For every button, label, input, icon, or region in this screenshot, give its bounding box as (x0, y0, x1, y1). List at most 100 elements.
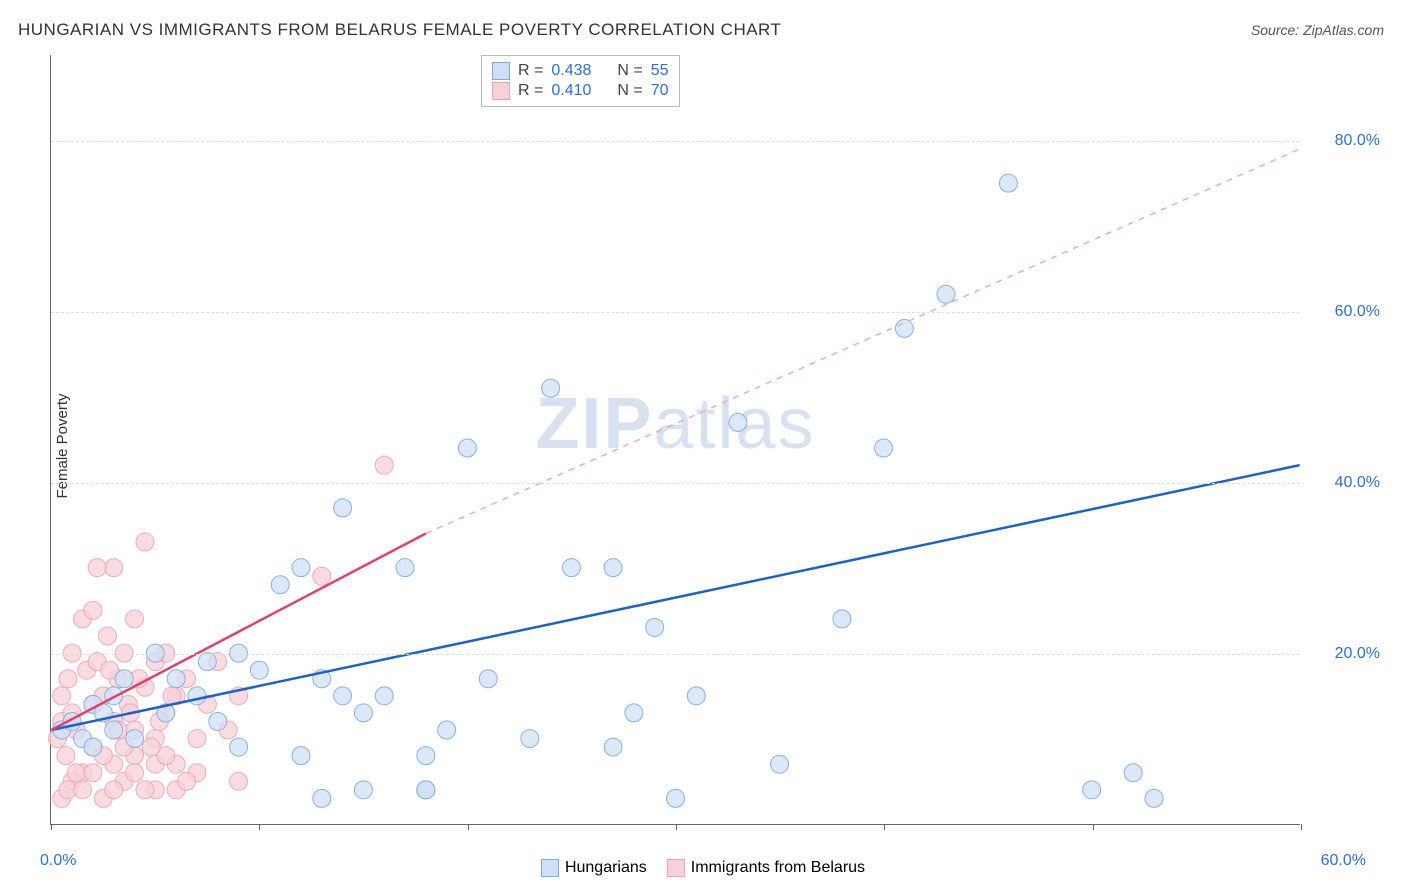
stats-row: R = 0.410 N = 70 (492, 82, 669, 100)
data-point (271, 576, 289, 594)
data-point (209, 712, 227, 730)
data-point (334, 687, 352, 705)
data-point (84, 764, 102, 782)
data-point (604, 559, 622, 577)
trend-line (426, 149, 1300, 534)
data-point (126, 730, 144, 748)
data-point (74, 781, 92, 799)
data-point (417, 747, 435, 765)
data-point (687, 687, 705, 705)
data-point (198, 653, 216, 671)
data-point (313, 567, 331, 585)
stat-r-label: R = (518, 82, 543, 100)
x-tick (1301, 824, 1302, 830)
legend-label: Hungarians (565, 859, 647, 877)
data-point (59, 670, 77, 688)
data-point (417, 781, 435, 799)
grid-line (51, 141, 1300, 142)
y-tick-label: 60.0% (1310, 303, 1380, 321)
data-point (136, 781, 154, 799)
data-point (375, 687, 393, 705)
data-point (1083, 781, 1101, 799)
data-point (334, 499, 352, 517)
x-tick-label-max: 60.0% (1321, 852, 1366, 870)
x-tick (51, 824, 52, 830)
data-point (126, 610, 144, 628)
data-point (542, 379, 560, 397)
grid-line (51, 483, 1300, 484)
data-point (438, 721, 456, 739)
chart-container: HUNGARIAN VS IMMIGRANTS FROM BELARUS FEM… (0, 0, 1406, 892)
stat-n-label: N = (617, 62, 642, 80)
data-point (729, 413, 747, 431)
data-point (667, 789, 685, 807)
data-point (458, 439, 476, 457)
data-point (105, 559, 123, 577)
data-point (292, 747, 310, 765)
data-point (99, 627, 117, 645)
legend-item: Hungarians (541, 859, 647, 877)
data-point (105, 781, 123, 799)
x-tick (1093, 824, 1094, 830)
data-point (521, 730, 539, 748)
stat-r-label: R = (518, 62, 543, 80)
data-point (105, 721, 123, 739)
data-point (625, 704, 643, 722)
data-point (604, 738, 622, 756)
data-point (250, 661, 268, 679)
x-tick (676, 824, 677, 830)
data-point (833, 610, 851, 628)
legend-swatch (492, 82, 510, 100)
data-point (105, 687, 123, 705)
stat-r-value: 0.438 (551, 62, 591, 80)
stat-r-value: 0.410 (551, 82, 591, 100)
data-point (1124, 764, 1142, 782)
legend-swatch (541, 859, 559, 877)
x-tick (468, 824, 469, 830)
data-point (178, 772, 196, 790)
data-point (354, 704, 372, 722)
data-point (84, 601, 102, 619)
stat-n-value: 70 (651, 82, 669, 100)
plot-area: ZIPatlas R = 0.438 N = 55 R = 0.410 N = … (50, 55, 1300, 825)
data-point (53, 687, 71, 705)
data-point (188, 730, 206, 748)
data-point (313, 789, 331, 807)
data-point (646, 618, 664, 636)
stats-box: R = 0.438 N = 55 R = 0.410 N = 70 (481, 55, 680, 107)
x-tick (259, 824, 260, 830)
x-tick (884, 824, 885, 830)
data-point (562, 559, 580, 577)
stats-row: R = 0.438 N = 55 (492, 62, 669, 80)
data-point (88, 559, 106, 577)
stat-n-label: N = (617, 82, 642, 100)
data-point (126, 764, 144, 782)
grid-line (51, 312, 1300, 313)
data-point (292, 559, 310, 577)
data-point (479, 670, 497, 688)
data-point (142, 738, 160, 756)
data-point (999, 174, 1017, 192)
chart-title: HUNGARIAN VS IMMIGRANTS FROM BELARUS FEM… (18, 20, 781, 40)
data-point (875, 439, 893, 457)
legend-swatch (492, 62, 510, 80)
data-point (230, 738, 248, 756)
data-point (354, 781, 372, 799)
legend-item: Immigrants from Belarus (667, 859, 865, 877)
data-point (84, 738, 102, 756)
y-tick-label: 40.0% (1310, 474, 1380, 492)
data-point (230, 772, 248, 790)
data-point (771, 755, 789, 773)
grid-line (51, 654, 1300, 655)
data-point (67, 764, 85, 782)
plot-svg (51, 55, 1300, 824)
data-point (375, 456, 393, 474)
data-point (115, 670, 133, 688)
trend-line (51, 465, 1299, 730)
data-point (167, 670, 185, 688)
data-point (937, 285, 955, 303)
data-point (136, 533, 154, 551)
legend-label: Immigrants from Belarus (691, 859, 865, 877)
data-point (57, 747, 75, 765)
data-point (1145, 789, 1163, 807)
